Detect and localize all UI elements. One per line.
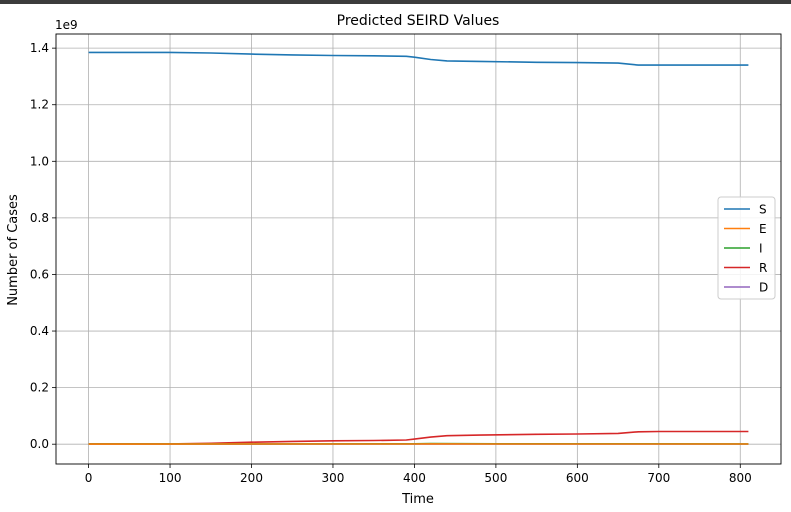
window-top-border [0,0,791,4]
x-axis-label: Time [401,492,434,507]
y-axis-label: Number of Cases [6,194,21,306]
series-line-r [88,430,749,445]
y-tick-label: 1.2 [30,98,49,112]
legend-label-d: D [759,281,768,295]
y-tick-label: 1.0 [30,154,49,168]
x-tick-label: 600 [566,471,589,485]
y-tick-label: 0.4 [30,324,49,338]
legend-label-s: S [759,203,767,217]
legend-label-i: I [759,242,763,256]
y-axis-offset-label: 1e9 [55,18,78,32]
series-line-s [88,51,749,66]
legend-label-e: E [759,222,767,236]
grid-lines [56,34,781,464]
x-tick-label: 500 [484,471,507,485]
y-tick-label: 1.4 [30,41,49,55]
x-tick-label: 300 [322,471,345,485]
legend-label-r: R [759,261,767,275]
x-tick-label: 0 [85,471,93,485]
x-tick-label: 200 [240,471,263,485]
legend: SEIRD [717,196,776,300]
axis-ticks: 0 100 200 300 400 500 600 700 800 0.0 0.2 0.4 0.6 0.8… [30,41,752,485]
x-tick-label: 400 [403,471,426,485]
x-tick-label: 800 [729,471,752,485]
y-tick-label: 0.8 [30,211,49,225]
plot-frame [55,33,782,465]
x-tick-label: 100 [159,471,182,485]
y-tick-label: 0.2 [30,381,49,395]
series-lines [88,51,749,446]
x-tick-label: 700 [647,471,670,485]
y-tick-label: 0.6 [30,267,49,281]
y-tick-label: 0.0 [30,437,49,451]
chart-title: Predicted SEIRD Values [337,13,500,29]
